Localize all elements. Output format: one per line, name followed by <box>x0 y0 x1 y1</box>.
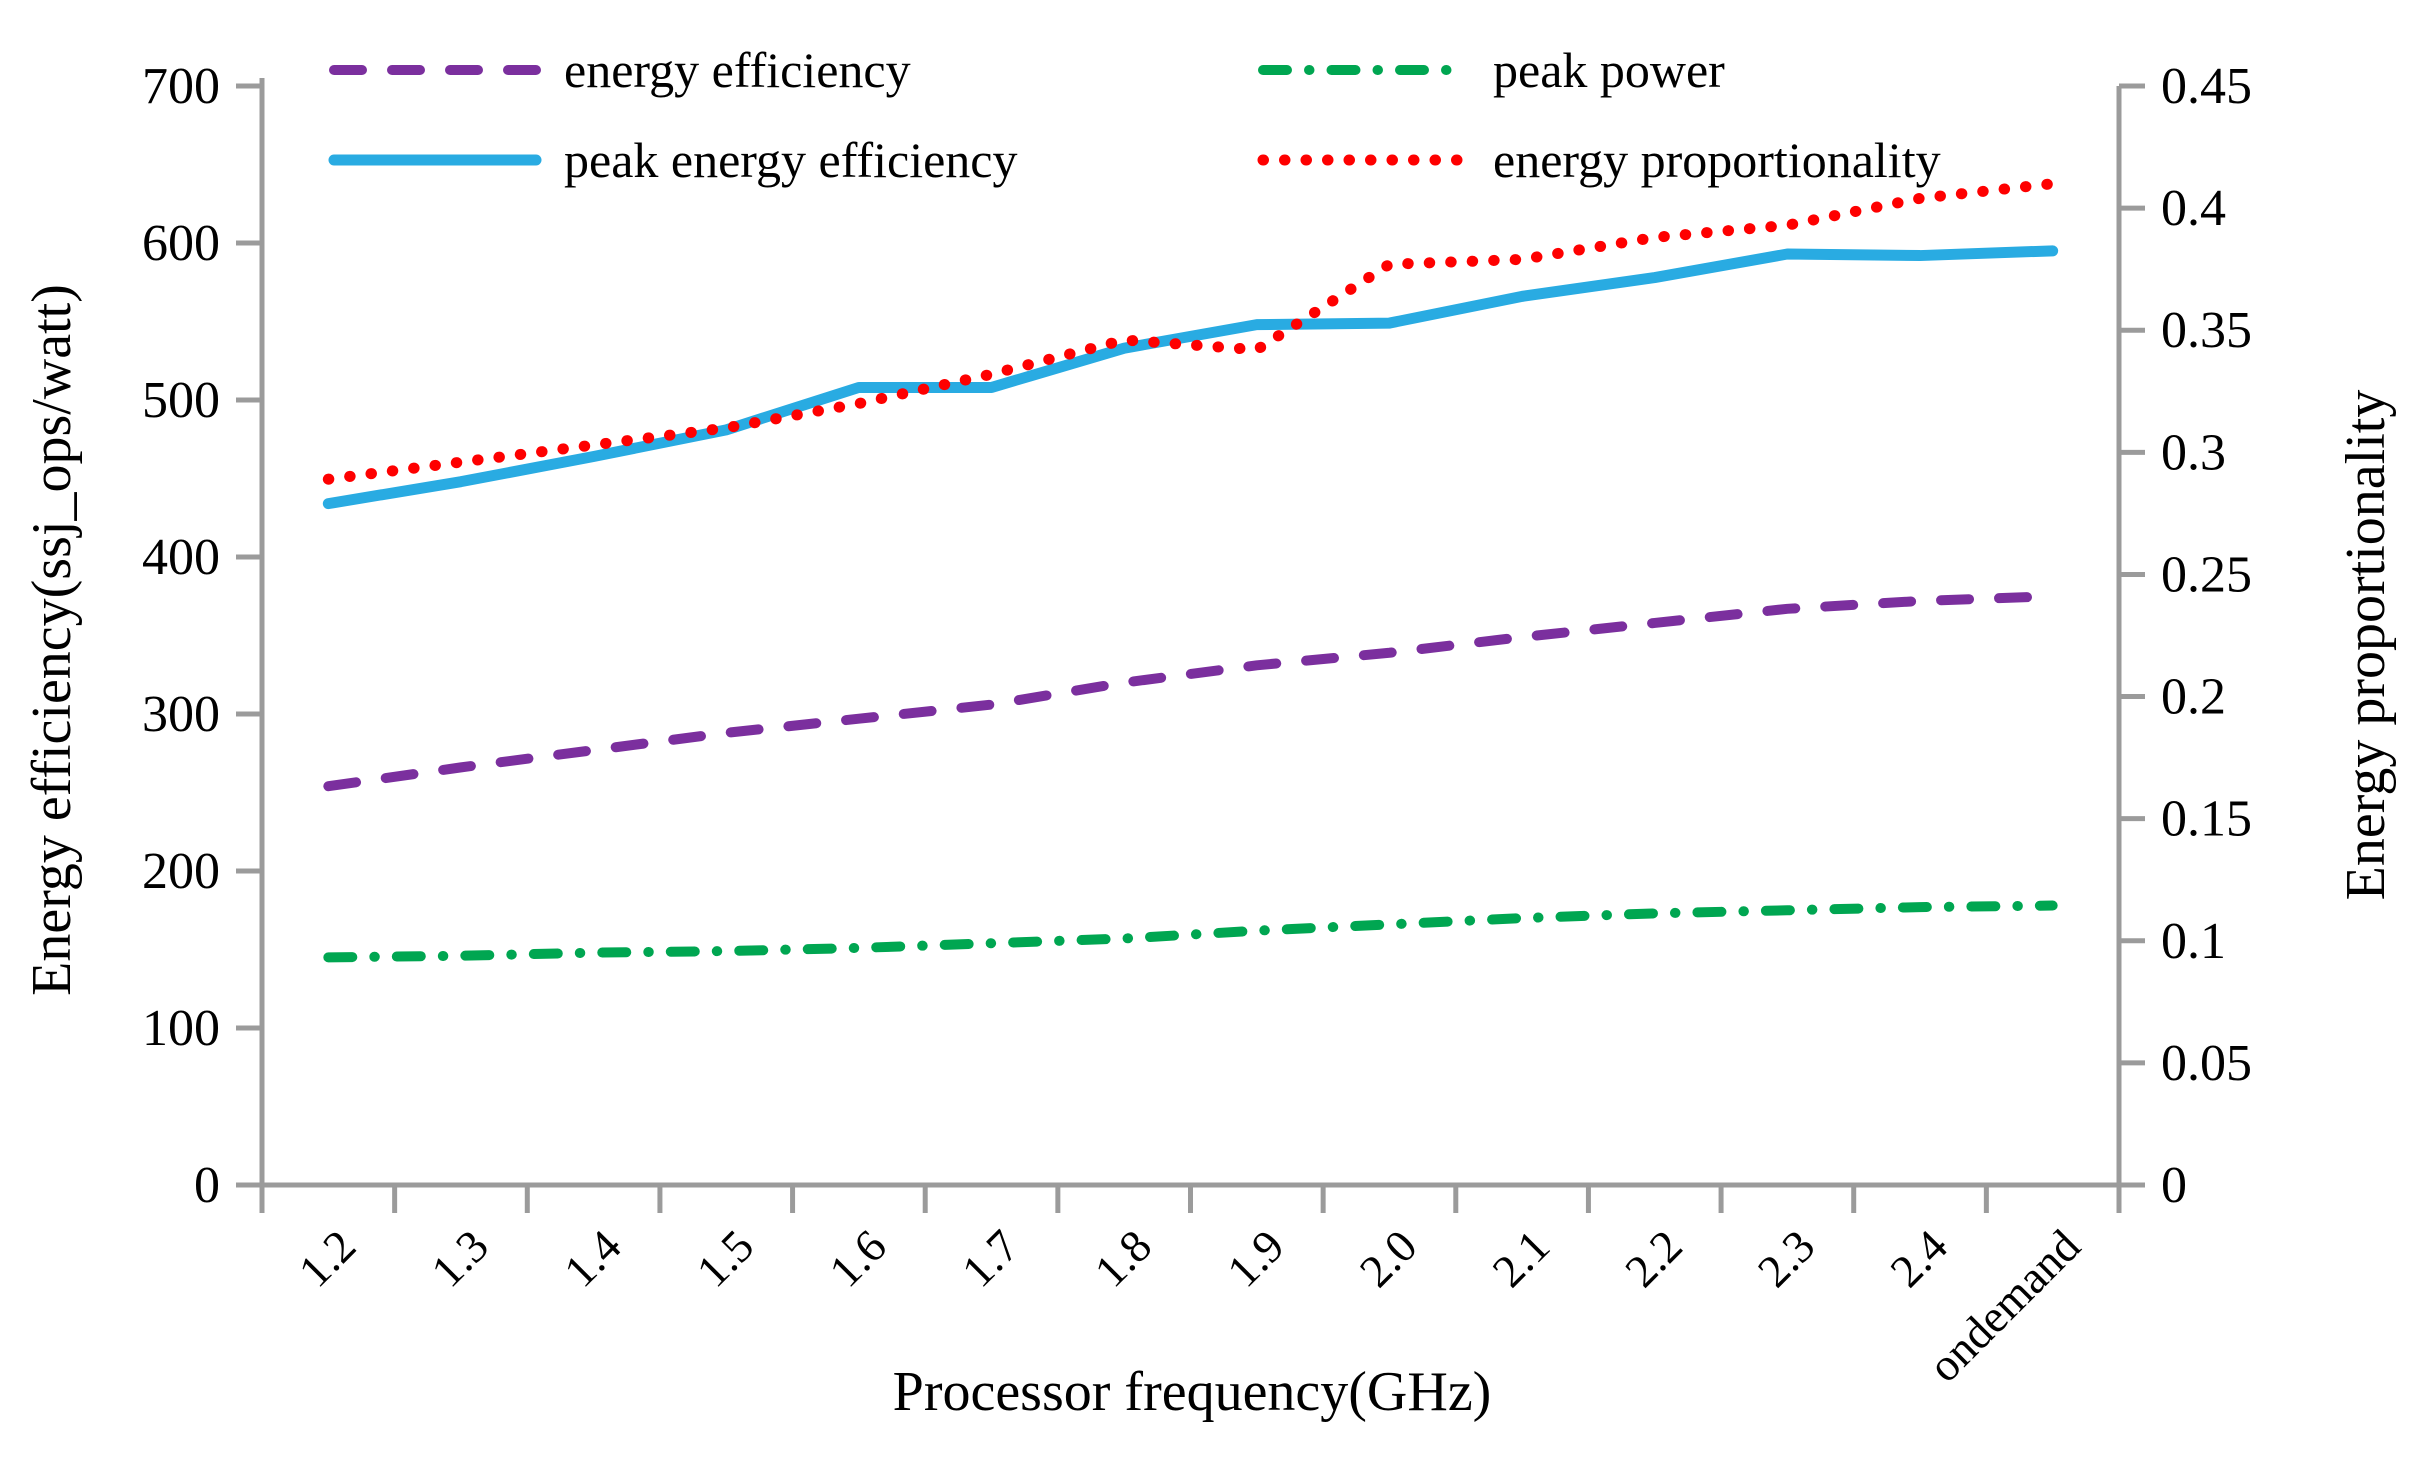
series-line-energy-efficiency <box>323 591 2058 792</box>
x-tick-label: 1.9 <box>1217 1220 1294 1297</box>
left-tick-label: 700 <box>142 58 220 115</box>
legend-swatch-dashed-line-icon <box>329 65 541 75</box>
legend-swatch-dashdot-line-icon <box>1258 65 1470 75</box>
right-tick-label: 0.05 <box>2161 1035 2252 1092</box>
right-tick-label: 0.45 <box>2161 58 2252 115</box>
x-tick-label: 1.3 <box>421 1220 498 1297</box>
right-tick-label: 0.25 <box>2161 546 2252 603</box>
x-tick-label: 1.6 <box>819 1220 896 1297</box>
x-tick-label: 1.5 <box>687 1220 764 1297</box>
legend-item-peak-energy-efficiency: peak energy efficiency <box>326 130 1017 190</box>
legend-item-peak-power: peak power <box>1255 40 1725 100</box>
left-tick-label: 300 <box>142 686 220 743</box>
left-tick-label: 600 <box>142 215 220 272</box>
x-tick-label: 2.1 <box>1482 1220 1559 1297</box>
axes <box>259 78 2122 1188</box>
right-tick-label: 0.35 <box>2161 302 2252 359</box>
legend-item-energy-proportionality: energy proportionality <box>1255 130 1941 190</box>
x-tick-label: 2.2 <box>1615 1220 1692 1297</box>
right-tick-label: 0.15 <box>2161 791 2252 848</box>
right-tick-label: 0 <box>2161 1157 2187 1214</box>
x-tick-label: 1.8 <box>1085 1220 1162 1297</box>
x-tick-label: 1.4 <box>554 1220 631 1297</box>
left-tick-label: 400 <box>142 529 220 586</box>
left-tick-label: 200 <box>142 843 220 900</box>
left-tick-label: 0 <box>194 1157 220 1214</box>
x-tick-label: 2.0 <box>1350 1220 1427 1297</box>
series-line-peak-energy-efficiency <box>322 245 2059 510</box>
x-tick-label: 1.7 <box>952 1220 1029 1297</box>
legend-item-energy-efficiency: energy efficiency <box>326 40 911 100</box>
legend-label: energy proportionality <box>1493 132 1941 188</box>
legend-label: peak energy efficiency <box>564 132 1018 188</box>
legend-label: energy efficiency <box>564 42 911 98</box>
right-tick-label: 0.4 <box>2161 180 2226 237</box>
series-lines <box>322 178 2059 963</box>
right-tick-label: 0.1 <box>2161 913 2226 970</box>
series-line-peak-power <box>323 900 2058 963</box>
x-axis-title: Processor frequency(GHz) <box>892 1361 1492 1423</box>
right-tick-label: 0.2 <box>2161 669 2226 726</box>
x-tick-label: 2.3 <box>1748 1220 1825 1297</box>
right-axis-ticks: 0 0.05 0.1 0.15 0.2 0.25 0.3 0.35 0.4 0.45 <box>2119 58 2252 1214</box>
x-tick-label: 2.4 <box>1880 1220 1957 1297</box>
left-axis-title: Energy efficiency(ssj_ops/watt) <box>21 284 83 996</box>
right-axis-title: Energy proportionality <box>2335 389 2397 901</box>
right-tick-label: 0.3 <box>2161 424 2226 481</box>
left-axis-ticks: 0 100 200 300 400 500 600 700 <box>142 58 262 1214</box>
x-axis-ticks <box>259 1185 2122 1213</box>
legend-swatch-solid-line-icon <box>328 154 542 166</box>
left-tick-label: 100 <box>142 1000 220 1057</box>
left-tick-label: 500 <box>142 372 220 429</box>
legend-label: peak power <box>1493 42 1725 98</box>
legend-swatch-dotted-line-icon <box>1257 154 1471 166</box>
x-tick-label: 1.2 <box>289 1220 366 1297</box>
